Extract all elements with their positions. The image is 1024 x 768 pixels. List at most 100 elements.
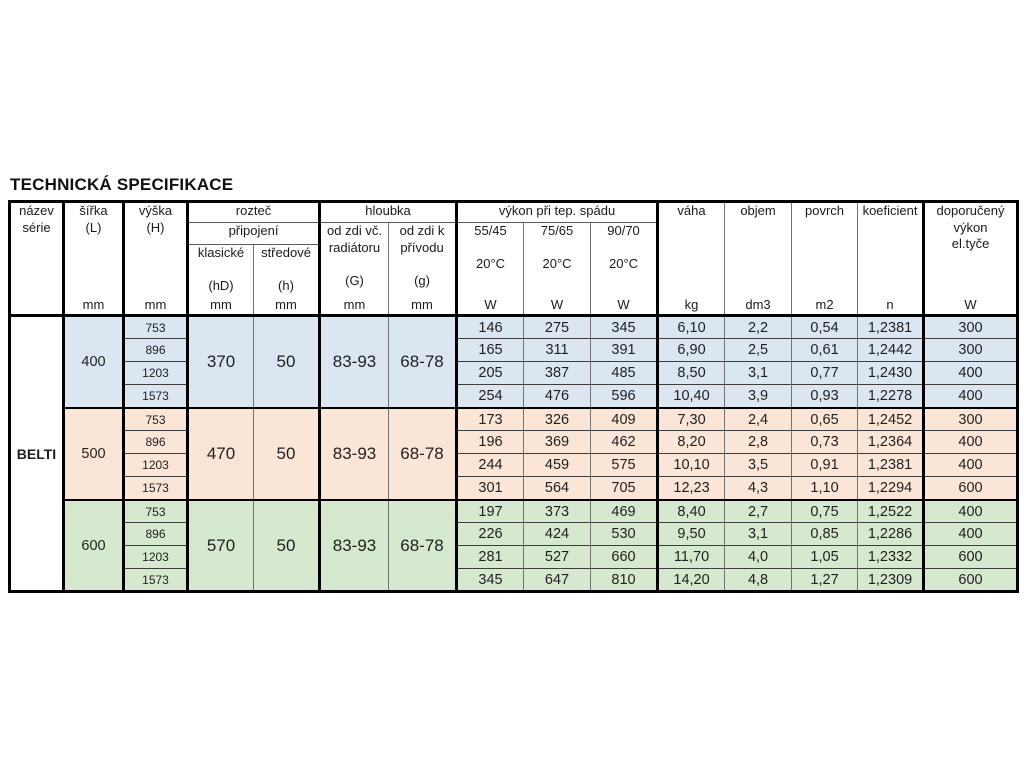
- cell-w-75-65: 459: [523, 453, 591, 477]
- cell-povrch: 0,54: [791, 314, 858, 339]
- cell-w-90-70: 530: [590, 522, 658, 546]
- cell-povrch: 0,91: [791, 453, 858, 477]
- cell-w-75-65: 373: [523, 498, 591, 523]
- cell-w-90-70: 660: [590, 545, 658, 569]
- table-row: 500 753 470 50 83-93 68-78 173 326 409 7…: [10, 406, 1018, 500]
- header-hloubka: hloubka: [317, 201, 457, 223]
- cell-w-75-65: 564: [523, 476, 591, 500]
- cell-w-90-70: 485: [590, 361, 658, 385]
- cell-vaha: 6,90: [656, 338, 725, 362]
- cell-povrch: 1,05: [791, 545, 858, 569]
- cell-vyska: 1573: [122, 568, 188, 592]
- cell-hloubka-g2: 68-78: [387, 314, 457, 408]
- cell-objem: 3,9: [724, 384, 792, 408]
- cell-objem: 4,3: [724, 476, 792, 500]
- unit-povrch: m2: [791, 294, 858, 316]
- cell-povrch: 0,75: [791, 498, 858, 523]
- cell-dop-vykon: 300: [922, 406, 1018, 431]
- unit-objem: dm3: [724, 294, 792, 316]
- cell-vaha: 8,20: [656, 430, 725, 454]
- cell-vaha: 8,40: [656, 498, 725, 523]
- cell-w-90-70: 810: [590, 568, 658, 592]
- cell-hloubka-g: 83-93: [318, 406, 389, 500]
- table-row: 896 196 369 462 8,20 2,8 0,73 1,2364 400: [10, 430, 1018, 454]
- cell-koeficient: 1,2430: [857, 361, 924, 385]
- cell-w-55-45: 205: [455, 361, 524, 385]
- page-title: TECHNICKÁ SPECIFIKACE: [10, 175, 234, 194]
- cell-w-75-65: 387: [523, 361, 591, 385]
- cell-w-90-70: 345: [590, 314, 658, 339]
- unit-vyska: mm: [122, 294, 188, 316]
- cell-dop-vykon: 600: [922, 476, 1018, 500]
- cell-w-75-65: 476: [523, 384, 591, 408]
- cell-vaha: 12,23: [656, 476, 725, 500]
- header-nazev-serie: název série: [19, 203, 54, 235]
- cell-dop-vykon: 600: [922, 545, 1018, 569]
- header-pripojeni: připojení: [186, 222, 320, 245]
- cell-objem: 2,5: [724, 338, 792, 362]
- cell-povrch: 0,93: [791, 384, 858, 408]
- table-row: 1573 345 647 810 14,20 4,8 1,27 1,2309 6…: [10, 568, 1018, 592]
- header-row: připojení od zdi vč. radiátoru (G) od zd…: [10, 222, 1018, 295]
- cell-w-55-45: 196: [455, 430, 524, 454]
- cell-w-75-65: 326: [523, 406, 591, 431]
- cell-sirka: 600: [62, 498, 124, 592]
- cell-povrch: 1,27: [791, 568, 858, 592]
- cell-povrch: 0,73: [791, 430, 858, 454]
- cell-koeficient: 1,2442: [857, 338, 924, 362]
- cell-objem: 4,8: [724, 568, 792, 592]
- cell-povrch: 0,85: [791, 522, 858, 546]
- cell-w-75-65: 527: [523, 545, 591, 569]
- unit-od-zdi-k: mm: [387, 294, 457, 316]
- cell-w-90-70: 469: [590, 498, 658, 523]
- cell-w-55-45: 345: [455, 568, 524, 592]
- cell-objem: 2,4: [724, 406, 792, 431]
- cell-stredove: 50: [253, 406, 320, 500]
- cell-sirka: 400: [62, 314, 124, 408]
- units-row: mm mm mm mm mm mm W W W kg dm3 m2 n W: [10, 294, 1018, 316]
- cell-dop-vykon: 400: [922, 361, 1018, 385]
- cell-vaha: 9,50: [656, 522, 725, 546]
- cell-objem: 3,5: [724, 453, 792, 477]
- cell-dop-vykon: 400: [922, 384, 1018, 408]
- header-sirka: šířka (L): [62, 201, 124, 295]
- table-row: 1573 301 564 705 12,23 4,3 1,10 1,2294 6…: [10, 476, 1018, 500]
- table-row: 1573 254 476 596 10,40 3,9 0,93 1,2278 4…: [10, 384, 1018, 408]
- cell-w-90-70: 391: [590, 338, 658, 362]
- cell-vaha: 6,10: [656, 314, 725, 339]
- cell-koeficient: 1,2332: [857, 545, 924, 569]
- cell-koeficient: 1,2452: [857, 406, 924, 431]
- cell-w-75-65: 647: [523, 568, 591, 592]
- table-row: 1203 205 387 485 8,50 3,1 0,77 1,2430 40…: [10, 361, 1018, 385]
- cell-klasicke: 470: [186, 406, 254, 500]
- cell-povrch: 0,77: [791, 361, 858, 385]
- unit-koeficient: n: [857, 294, 924, 316]
- cell-vaha: 10,10: [656, 453, 725, 477]
- cell-dop-vykon: 300: [922, 314, 1018, 339]
- cell-koeficient: 1,2309: [857, 568, 924, 592]
- cell-koeficient: 1,2286: [857, 522, 924, 546]
- cell-objem: 2,2: [724, 314, 792, 339]
- cell-dop-vykon: 400: [922, 522, 1018, 546]
- cell-w-55-45: 197: [455, 498, 524, 523]
- cell-w-90-70: 462: [590, 430, 658, 454]
- cell-vaha: 10,40: [656, 384, 725, 408]
- header-doporuceny-vykon: doporučený výkon el.tyče: [922, 201, 1018, 295]
- header-povrch: povrch: [791, 201, 858, 295]
- header-objem: objem: [724, 201, 792, 295]
- cell-vyska: 896: [122, 338, 188, 362]
- cell-series-name: BELTI: [9, 314, 64, 592]
- cell-dop-vykon: 400: [922, 430, 1018, 454]
- cell-vaha: 7,30: [656, 406, 725, 431]
- cell-povrch: 0,65: [791, 406, 858, 431]
- unit-vaha: kg: [656, 294, 725, 316]
- cell-vyska: 896: [122, 430, 188, 454]
- header-row: klasické (hD) středové (h): [10, 244, 1018, 295]
- table-row: 896 226 424 530 9,50 3,1 0,85 1,2286 400: [10, 522, 1018, 546]
- cell-vyska: 896: [122, 522, 188, 546]
- cell-vyska: 1203: [122, 361, 188, 385]
- header-koeficient: koeficient: [857, 201, 924, 295]
- header-klasicke: klasické (hD): [186, 244, 254, 295]
- cell-vyska: 1573: [122, 476, 188, 500]
- cell-w-55-45: 244: [455, 453, 524, 477]
